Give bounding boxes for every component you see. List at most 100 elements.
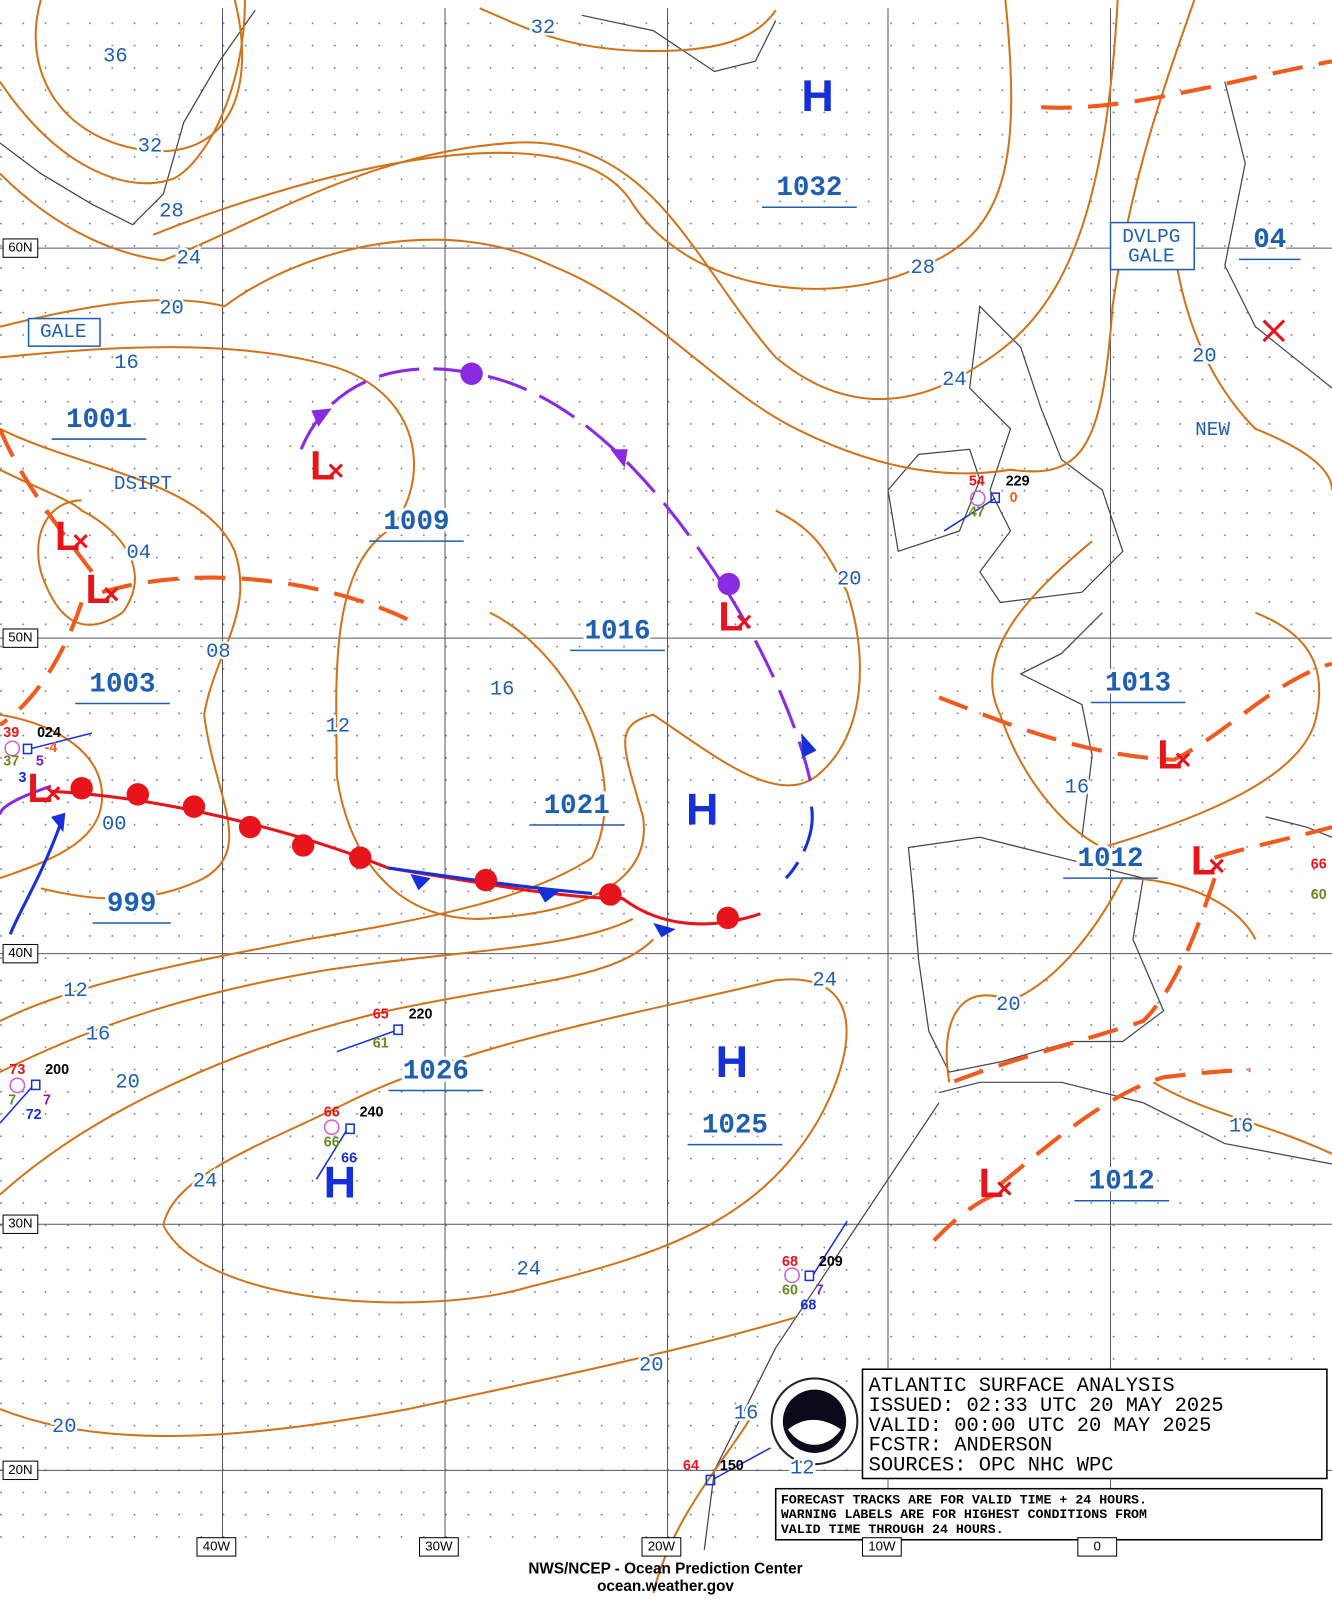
- pressure-label: 1016: [584, 616, 650, 647]
- isobar-label: 24: [193, 1171, 217, 1194]
- station-value: 39: [3, 725, 19, 741]
- station-value: 229: [1006, 474, 1030, 490]
- isobar-label: 12: [326, 715, 350, 738]
- low-position: [1175, 752, 1191, 767]
- station-value: 209: [819, 1254, 843, 1270]
- isobar-label: 08: [206, 641, 230, 664]
- pressure-label: 1032: [776, 173, 842, 204]
- title-line: FCSTR: ANDERSON: [869, 1435, 1053, 1458]
- warning-label: DSIPT: [114, 473, 172, 495]
- station-value: 150: [720, 1458, 744, 1474]
- station-value: 73: [9, 1062, 25, 1078]
- notice-line: WARNING LABELS ARE FOR HIGHEST CONDITION…: [781, 1507, 1147, 1522]
- isobar-label: 16: [1065, 777, 1089, 800]
- grid-label-box: [2, 238, 39, 258]
- isobar-label: 28: [159, 201, 183, 224]
- pressure-label: 1013: [1105, 668, 1171, 699]
- station-value: 66: [341, 1151, 357, 1167]
- isobar-label: 36: [103, 46, 127, 69]
- isobar-label: 12: [63, 980, 87, 1003]
- lat-label: 50N: [8, 630, 32, 645]
- troughs: [0, 59, 1332, 1243]
- grid-label-box: [2, 1460, 39, 1481]
- station-value: 7: [8, 1092, 16, 1108]
- grid-label-box: [2, 1214, 39, 1234]
- isobar-label: 16: [734, 1403, 758, 1426]
- warning-label: NEW: [1195, 419, 1230, 441]
- isobar-label: 20: [1192, 346, 1216, 369]
- station-value: 66: [324, 1134, 340, 1150]
- grid-label-box: [861, 1537, 902, 1557]
- isobar-label: 20: [996, 994, 1020, 1017]
- lat-label: 30N: [8, 1216, 32, 1231]
- station-value: 60: [782, 1282, 798, 1298]
- low-position: [104, 587, 119, 602]
- grid-label-box: [1077, 1537, 1118, 1557]
- pressure-label: 1025: [702, 1110, 768, 1141]
- isobar-label: 16: [1229, 1116, 1253, 1139]
- station-value: 66: [324, 1105, 340, 1121]
- high-center: H: [686, 784, 718, 835]
- station-value: 47: [969, 504, 985, 520]
- station-value: 5: [36, 753, 44, 769]
- station-value: -4: [45, 740, 58, 756]
- pressure-label: 04: [1253, 225, 1286, 256]
- pressure-label: 1001: [66, 405, 132, 436]
- warning-label: GALE: [1128, 245, 1175, 267]
- station-value: 200: [45, 1062, 69, 1078]
- grid-label-box: [418, 1537, 459, 1557]
- isobar-label: 24: [812, 970, 836, 993]
- title-line: SOURCES: OPC NHC WPC: [869, 1455, 1114, 1478]
- isobar-label: 28: [910, 257, 934, 280]
- isobar-label: 24: [942, 369, 966, 392]
- lon-label: 30W: [425, 1538, 453, 1553]
- footer-url: ocean.weather.gov: [597, 1578, 734, 1595]
- pressure-label: 1009: [383, 507, 449, 538]
- notice-line: VALID TIME THROUGH 24 HOURS.: [781, 1522, 1004, 1537]
- high-center: H: [716, 1036, 748, 1087]
- station-value: 240: [360, 1105, 384, 1121]
- info-panels: [770, 1368, 1328, 1541]
- station-value: 68: [782, 1254, 798, 1270]
- low-position: [45, 786, 61, 801]
- station-value: 64: [683, 1458, 699, 1474]
- pressure-label: 1012: [1089, 1167, 1155, 1198]
- low-position: [1262, 319, 1286, 343]
- gale-boxes: [27, 221, 1195, 347]
- isobar-label: 20: [52, 1416, 76, 1439]
- title-line: ISSUED: 02:33 UTC 20 MAY 2025: [869, 1395, 1224, 1418]
- station-value: 72: [26, 1107, 42, 1123]
- high-center: H: [801, 70, 833, 121]
- grid-label-box: [2, 628, 39, 648]
- station-value: 37: [3, 753, 19, 769]
- isobar-label: 20: [639, 1355, 663, 1378]
- lon-label: 10W: [868, 1538, 896, 1553]
- isobar-label: 32: [138, 135, 162, 158]
- station-value: 0: [1010, 490, 1018, 506]
- station-value: 68: [800, 1298, 816, 1314]
- station-symbols: [0, 490, 1001, 1486]
- low-position: [997, 1181, 1012, 1196]
- station-value: 66: [1311, 857, 1327, 873]
- low-position: [736, 614, 752, 630]
- isobar-label: 16: [114, 352, 138, 375]
- pressure-label: 1021: [544, 791, 610, 822]
- isobar-label: 24: [177, 248, 201, 271]
- lon-label: 40W: [203, 1538, 231, 1553]
- low-position: [1209, 858, 1224, 874]
- station-value: 220: [409, 1007, 433, 1023]
- footer-agency: NWS/NCEP - Ocean Prediction Center: [528, 1560, 802, 1577]
- station-value: 65: [373, 1007, 389, 1023]
- isobar-label: 16: [490, 679, 514, 702]
- pressure-label: 1012: [1077, 844, 1143, 875]
- title-line: ATLANTIC SURFACE ANALYSIS: [869, 1375, 1175, 1398]
- station-value: 7: [816, 1282, 824, 1298]
- lat-label: 60N: [8, 240, 32, 255]
- isobar-label: 00: [102, 813, 126, 836]
- station-value: 54: [969, 474, 985, 490]
- fronts: [0, 362, 817, 938]
- isobar-label: 32: [531, 17, 555, 40]
- isobar-label: 20: [159, 298, 183, 321]
